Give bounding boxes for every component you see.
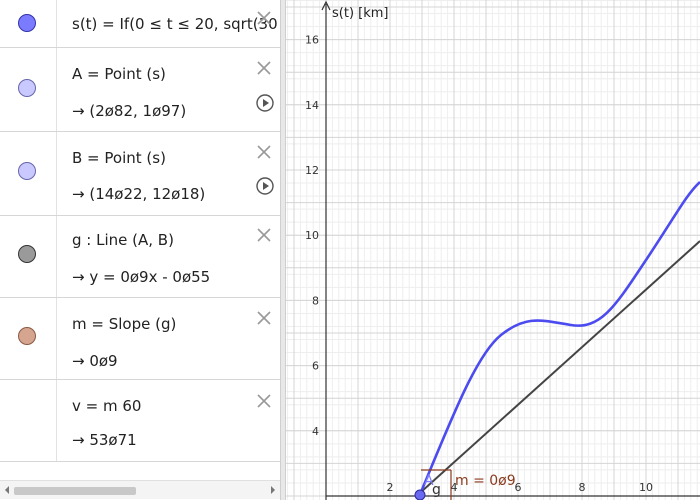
point-a-label[interactable]: A	[424, 473, 434, 489]
x-tick-label: 10	[639, 481, 653, 494]
graphics-canvas[interactable]: s(t) [km] 2 4 6 8 10 4 6 8 10 12 14 16 m = 0ø9 A g	[286, 0, 700, 500]
panel-divider[interactable]	[280, 0, 286, 500]
tick-labels: 2 4 6 8 10 4 6 8 10 12 14 16	[305, 34, 653, 494]
definition-text[interactable]: v = m 60	[72, 397, 142, 415]
value-text: → 53ø71	[72, 431, 137, 449]
definition-text[interactable]: g : Line (A, B)	[72, 231, 174, 249]
marble-column	[0, 216, 57, 297]
y-tick-label: 4	[312, 425, 319, 438]
axes	[321, 0, 700, 500]
definition-text[interactable]: m = Slope (g)	[72, 315, 177, 333]
marble-column	[0, 48, 57, 131]
scroll-right-icon[interactable]	[268, 485, 278, 495]
close-icon[interactable]	[256, 144, 272, 160]
algebra-row-m[interactable]: m = Slope (g) → 0ø9	[0, 298, 280, 380]
y-tick-label: 12	[305, 164, 319, 177]
algebra-row-a[interactable]: A = Point (s) → (2ø82, 1ø97)	[0, 48, 280, 132]
close-icon[interactable]	[256, 310, 272, 326]
value-text: → 0ø9	[72, 352, 118, 370]
slope-label[interactable]: m = 0ø9	[455, 473, 516, 489]
y-tick-label: 6	[312, 360, 319, 373]
close-icon[interactable]	[256, 10, 272, 26]
algebra-row-g[interactable]: g : Line (A, B) → y = 0ø9x - 0ø55	[0, 216, 280, 298]
y-tick-label: 14	[305, 99, 319, 112]
x-tick-label: 2	[387, 481, 394, 494]
close-icon[interactable]	[256, 227, 272, 243]
line-g[interactable]	[420, 240, 700, 493]
algebra-view: s(t) = If(0 ≤ t ≤ 20, sqrt(30 A = Point …	[0, 0, 280, 500]
value-text: → (2ø82, 1ø97)	[72, 102, 187, 120]
x-tick-label: 8	[579, 481, 586, 494]
grid-major	[286, 0, 700, 500]
close-icon[interactable]	[256, 393, 272, 409]
play-icon[interactable]	[256, 177, 274, 195]
point-a[interactable]	[414, 489, 426, 500]
visibility-toggle-icon[interactable]	[18, 327, 36, 345]
algebra-row-b[interactable]: B = Point (s) → (14ø22, 12ø18)	[0, 132, 280, 216]
marble-column	[0, 132, 57, 215]
y-axis-arrow-icon	[321, 0, 331, 11]
marble-column	[0, 298, 57, 379]
scroll-left-icon[interactable]	[2, 485, 12, 495]
y-tick-label: 10	[305, 229, 319, 242]
x-tick-label: 4	[451, 481, 458, 494]
play-icon[interactable]	[256, 94, 274, 112]
curve-s[interactable]	[419, 181, 700, 493]
y-tick-label: 16	[305, 34, 319, 47]
definition-text[interactable]: A = Point (s)	[72, 65, 166, 83]
visibility-toggle-icon[interactable]	[18, 79, 36, 97]
algebra-row-v[interactable]: v = m 60 → 53ø71	[0, 380, 280, 462]
definition-text[interactable]: s(t) = If(0 ≤ t ≤ 20, sqrt(30	[72, 15, 278, 33]
x-tick-label: 6	[515, 481, 522, 494]
value-text: → y = 0ø9x - 0ø55	[72, 268, 211, 286]
horizontal-scrollbar[interactable]	[0, 480, 280, 499]
grid-minor	[286, 0, 700, 500]
close-icon[interactable]	[256, 60, 272, 76]
scrollbar-thumb[interactable]	[14, 487, 136, 495]
graphics-view[interactable]: s(t) [km] 2 4 6 8 10 4 6 8 10 12 14 16 m = 0ø9 A g	[286, 0, 700, 500]
visibility-toggle-icon[interactable]	[18, 14, 36, 32]
line-g-label[interactable]: g	[432, 482, 441, 498]
visibility-toggle-icon[interactable]	[18, 162, 36, 180]
y-tick-label: 8	[312, 294, 319, 307]
value-text: → (14ø22, 12ø18)	[72, 185, 206, 203]
marble-column	[0, 380, 57, 461]
visibility-toggle-icon[interactable]	[18, 245, 36, 263]
definition-text[interactable]: B = Point (s)	[72, 149, 166, 167]
marble-column	[0, 0, 57, 47]
algebra-row-s[interactable]: s(t) = If(0 ≤ t ≤ 20, sqrt(30	[0, 0, 280, 48]
y-axis-label: s(t) [km]	[332, 6, 388, 21]
